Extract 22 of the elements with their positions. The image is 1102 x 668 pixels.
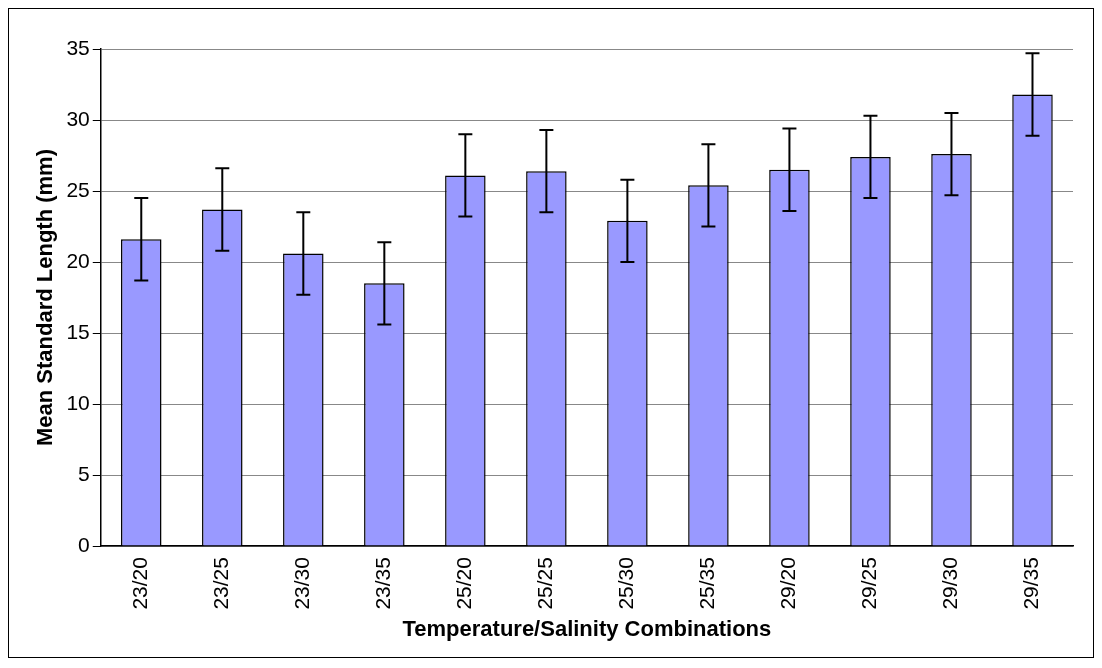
x-tick-label: 23/25 bbox=[209, 557, 233, 610]
x-tick-label: 29/20 bbox=[776, 557, 800, 610]
x-tick-label: 25/20 bbox=[452, 557, 476, 610]
x-tick-label: 23/30 bbox=[290, 557, 314, 610]
y-tick-label: 5 bbox=[78, 461, 90, 485]
x-tick-label: 25/30 bbox=[614, 557, 638, 610]
x-tick-label: 23/20 bbox=[128, 557, 152, 610]
y-tick-label: 20 bbox=[66, 248, 90, 272]
y-tick-label: 30 bbox=[66, 106, 90, 130]
y-tick-label: 15 bbox=[66, 319, 90, 343]
y-axis-title: Mean Standard Length (mm) bbox=[32, 149, 58, 447]
x-tick-label: 29/25 bbox=[857, 557, 881, 610]
x-tick-label: 23/35 bbox=[371, 557, 395, 610]
y-tick-label: 0 bbox=[78, 532, 90, 556]
y-tick-label: 25 bbox=[66, 177, 90, 201]
x-tick-label: 29/30 bbox=[938, 557, 962, 610]
x-axis-title: Temperature/Salinity Combinations bbox=[402, 615, 772, 641]
x-tick-label: 25/35 bbox=[695, 557, 719, 610]
y-tick-label: 35 bbox=[66, 35, 90, 59]
y-tick-label: 10 bbox=[66, 390, 90, 414]
x-tick-label: 29/35 bbox=[1019, 557, 1043, 610]
x-tick-label: 25/25 bbox=[533, 557, 557, 610]
